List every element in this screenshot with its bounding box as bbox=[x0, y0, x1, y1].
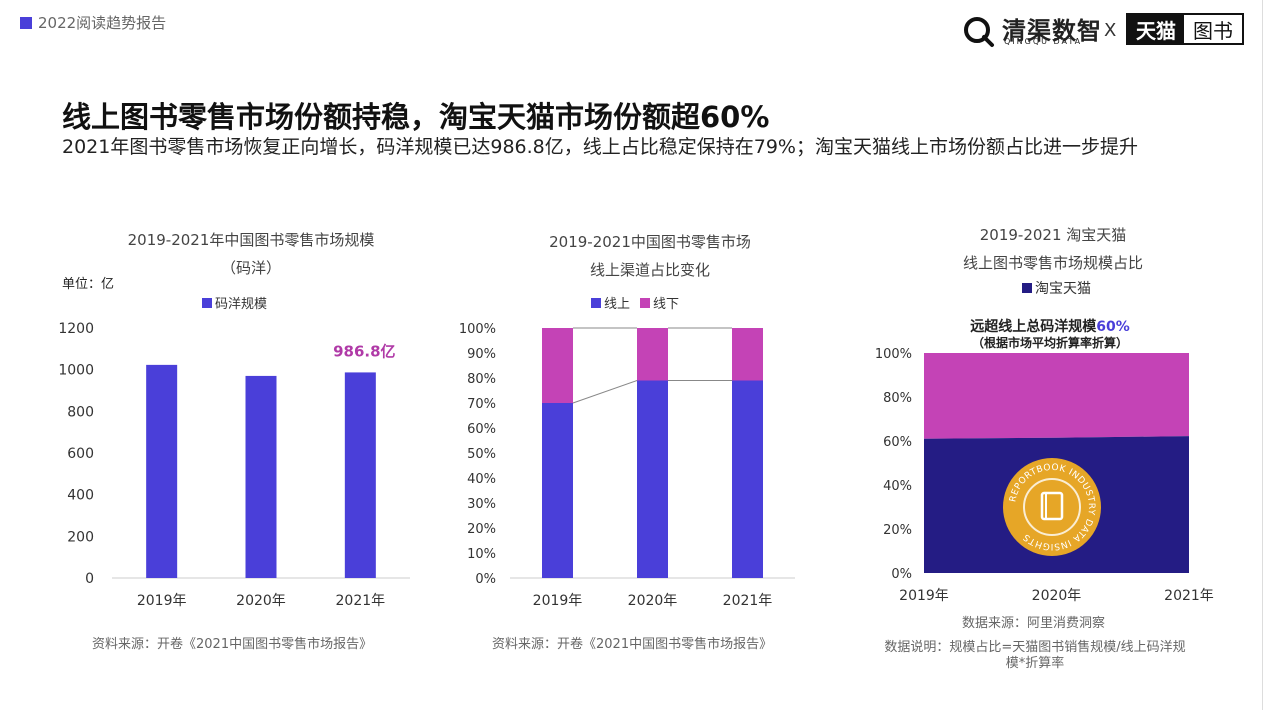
chart2-xtick-label: 2021年 bbox=[723, 593, 773, 609]
chart1-subtitle: （码洋） bbox=[220, 259, 281, 277]
chart1-legend-label: 码洋规模 bbox=[215, 297, 268, 312]
chart3-note: 数据说明：规模占比=天猫图书销售规模/线上码洋规模*折算率 bbox=[884, 640, 1186, 671]
chart1-ytick-label: 1200 bbox=[58, 321, 94, 337]
chart1-ytick-label: 1000 bbox=[58, 363, 94, 379]
page-subtitle: 2021年图书零售市场恢复正向增长，码洋规模已达986.8亿，线上占比稳定保持在… bbox=[62, 136, 1138, 158]
chart3-ytick-label: 0% bbox=[891, 567, 912, 582]
chart1-source: 资料来源：开卷《2021中国图书零售市场报告》 bbox=[92, 637, 373, 652]
chart2-ytick-label: 70% bbox=[467, 397, 496, 412]
chart3-xtick-label: 2020年 bbox=[1032, 588, 1082, 604]
chart1-xtick-label: 2019年 bbox=[137, 593, 187, 609]
chart3-callout-highlight: 60% bbox=[1096, 319, 1130, 335]
chart1-ytick-label: 400 bbox=[67, 488, 94, 504]
chart3-title: 2019-2021 淘宝天猫 bbox=[979, 226, 1127, 244]
report-tag-square-icon bbox=[20, 16, 32, 29]
tmall-logo-a: 天猫 bbox=[1128, 15, 1184, 43]
chart2-ytick-label: 20% bbox=[467, 522, 496, 537]
chart3-legend-label: 淘宝天猫 bbox=[1035, 281, 1091, 297]
chart3-ytick-label: 20% bbox=[883, 523, 912, 538]
chart1-legend-swatch bbox=[202, 297, 212, 308]
chart1-ytick-label: 0 bbox=[85, 571, 94, 587]
chart2-source: 资料来源：开卷《2021中国图书零售市场报告》 bbox=[492, 637, 773, 652]
chart2-bar-online bbox=[637, 380, 668, 578]
chart2-bar-online bbox=[732, 380, 763, 578]
chart2-ytick-label: 0% bbox=[475, 572, 496, 587]
chart2-xtick-label: 2020年 bbox=[628, 593, 678, 609]
chart2-ytick-label: 30% bbox=[467, 497, 496, 512]
page-title: 线上图书零售市场份额持稳，淘宝天猫市场份额超60% bbox=[62, 100, 770, 134]
chart1-ytick-label: 200 bbox=[67, 529, 94, 545]
chart2-ytick-label: 60% bbox=[467, 422, 496, 437]
chart1-data-label: 986.8亿 bbox=[333, 342, 395, 360]
chart1-ytick-label: 800 bbox=[67, 404, 94, 420]
logo-name: 清渠数智 bbox=[1002, 17, 1102, 45]
chart1-bar bbox=[245, 375, 277, 578]
chart2-bar-online bbox=[542, 403, 573, 578]
chart2-bar-offline bbox=[542, 328, 573, 403]
chart2-legend-item-online: 线上 bbox=[591, 293, 630, 312]
logo-sub: QINGQU DATA bbox=[1004, 37, 1083, 46]
chart3-subtitle: 线上图书零售市场规模占比 bbox=[962, 254, 1143, 272]
chart2-subtitle: 线上渠道占比变化 bbox=[589, 261, 710, 279]
chart3-legend-item: 淘宝天猫 bbox=[1022, 278, 1091, 298]
page-right-border bbox=[1262, 0, 1263, 710]
chart3-ytick-label: 80% bbox=[883, 391, 912, 406]
chart1-bar bbox=[146, 364, 178, 578]
chart3-legend-swatch bbox=[1022, 283, 1032, 293]
chart2-ytick-label: 10% bbox=[467, 547, 496, 562]
chart1-xtick-label: 2021年 bbox=[336, 593, 386, 609]
chart3-area-other bbox=[924, 353, 1189, 439]
chart2-ytick-label: 100% bbox=[459, 322, 496, 337]
chart3-callout: 远超线上总码洋规模60% bbox=[900, 316, 1200, 336]
chart3-callout-prefix: 远超线上总码洋规模 bbox=[970, 319, 1097, 335]
chart3-legend: 淘宝天猫 bbox=[1022, 278, 1101, 298]
chart2-stacked-bar-chart: 0% 10% 20% 30% 40% 50% 60% 70% 80% 90% 100% 2019年 20… bbox=[459, 322, 795, 609]
chart1-bar bbox=[344, 372, 376, 578]
chart3-ytick-label: 60% bbox=[883, 435, 912, 450]
chart2-connector-line bbox=[572, 380, 638, 404]
chart2-legend-label-online: 线上 bbox=[604, 297, 631, 312]
chart3-ytick-label: 40% bbox=[883, 479, 912, 494]
reportbook-badge-icon: REPORTBOOK INDUSTRY DATA INSIGHTS bbox=[1003, 458, 1101, 556]
chart1-legend-item: 码洋规模 bbox=[202, 293, 267, 312]
chart1-legend: 码洋规模 bbox=[202, 293, 277, 312]
chart3-xtick-label: 2019年 bbox=[899, 588, 949, 604]
chart2-ytick-label: 50% bbox=[467, 447, 496, 462]
tmall-logo-b: 图书 bbox=[1193, 18, 1233, 43]
report-tag-label: 2022阅读趋势报告 bbox=[38, 14, 167, 32]
chart1-title: 2019-2021年中国图书零售市场规模 bbox=[127, 231, 375, 249]
chart1-ytick-label: 600 bbox=[67, 446, 94, 462]
chart1-xtick-label: 2020年 bbox=[236, 593, 286, 609]
chart2-legend-label-offline: 线下 bbox=[653, 297, 680, 312]
chart2-legend-swatch-online bbox=[591, 297, 601, 308]
logo-separator: X bbox=[1104, 20, 1117, 41]
chart2-legend: 线上 线下 bbox=[591, 293, 689, 312]
tmall-book-logo: 天猫 图书 bbox=[1126, 13, 1244, 45]
chart2-legend-item-offline: 线下 bbox=[640, 293, 679, 312]
chart2-ytick-label: 80% bbox=[467, 372, 496, 387]
report-tag: 2022阅读趋势报告 bbox=[20, 12, 166, 33]
chart2-bar-offline bbox=[637, 328, 668, 381]
chart2-bar-offline bbox=[732, 328, 763, 381]
chart3-ytick-label: 100% bbox=[875, 347, 912, 362]
chart2-title: 2019-2021中国图书零售市场 bbox=[549, 233, 751, 251]
chart1-unit: 单位：亿 bbox=[62, 277, 115, 292]
chart3-xtick-label: 2021年 bbox=[1164, 588, 1214, 604]
chart2-xtick-label: 2019年 bbox=[533, 593, 583, 609]
chart2-ytick-label: 90% bbox=[467, 347, 496, 362]
chart1-bar-chart: 0 200 400 600 800 1000 1200 2019年 2020年 2021年 986.… bbox=[58, 321, 410, 609]
chart2-ytick-label: 40% bbox=[467, 472, 496, 487]
qingqu-logo-icon bbox=[964, 17, 994, 47]
chart3-callout-note: （根据市场平均折算率折算） bbox=[971, 336, 1128, 350]
chart2-legend-swatch-offline bbox=[640, 297, 651, 308]
chart3-source: 数据来源：阿里消费洞察 bbox=[962, 616, 1106, 631]
